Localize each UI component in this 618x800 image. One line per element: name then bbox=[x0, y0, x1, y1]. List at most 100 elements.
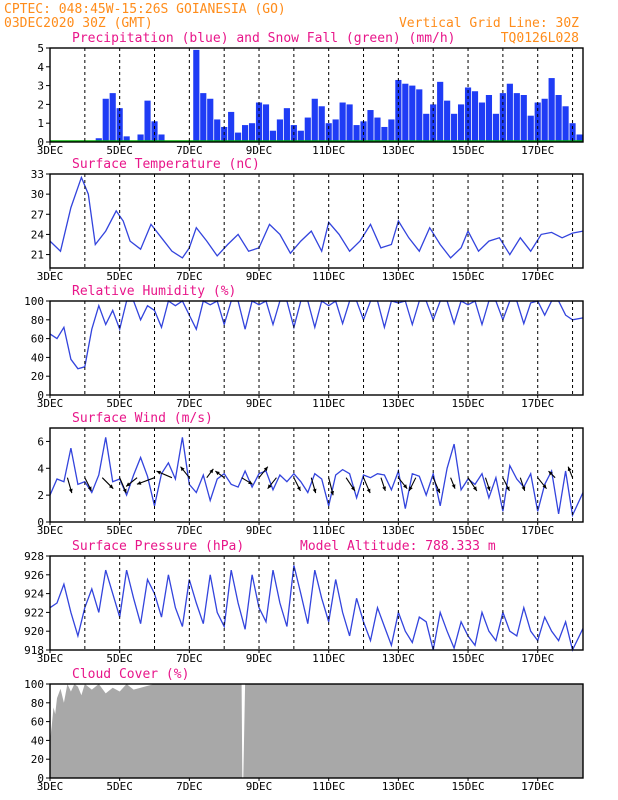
x-tick-label: 5DEC bbox=[106, 524, 133, 537]
precip-bar bbox=[214, 119, 221, 142]
panel-title-pres: Surface Pressure (hPa) bbox=[72, 539, 244, 554]
x-tick-label: 13DEC bbox=[382, 652, 415, 665]
x-tick-label: 17DEC bbox=[521, 524, 554, 537]
y-tick-label: 0 bbox=[37, 772, 44, 785]
precip-bar bbox=[332, 119, 339, 142]
x-tick-label: 11DEC bbox=[312, 652, 345, 665]
precip-bar bbox=[576, 134, 583, 142]
x-tick-label: 3DEC bbox=[37, 652, 64, 665]
precip-bar bbox=[381, 126, 388, 142]
panel-frame bbox=[49, 173, 584, 269]
x-tick-label: 15DEC bbox=[451, 397, 484, 410]
y-tick-label: 21 bbox=[31, 249, 44, 262]
y-tick-label: 20 bbox=[31, 753, 44, 766]
precip-bar bbox=[513, 93, 520, 142]
x-tick-label: 13DEC bbox=[382, 270, 415, 283]
wind-arrowhead bbox=[136, 481, 142, 485]
y-tick-label: 926 bbox=[24, 569, 44, 582]
y-tick-label: 0 bbox=[37, 136, 44, 149]
y-tick-label: 5 bbox=[37, 42, 44, 55]
wind-arrowhead bbox=[312, 488, 317, 494]
x-tick-label: 15DEC bbox=[451, 270, 484, 283]
precip-bar bbox=[416, 89, 423, 142]
precip-bar bbox=[527, 115, 534, 142]
wind-arrowhead bbox=[382, 486, 386, 491]
precip-bar bbox=[109, 93, 116, 142]
precip-bar bbox=[457, 104, 465, 142]
panel-frame bbox=[49, 427, 584, 523]
x-tick-label: 11DEC bbox=[312, 144, 345, 157]
location-header: CPTEC: 048:45W-15:26S GOIANESIA (GO) bbox=[4, 2, 286, 17]
y-tick-label: 4 bbox=[37, 61, 44, 74]
series-line-temp bbox=[49, 175, 584, 259]
panel-pres: 918 920 922 924 926 928 3DEC 5DEC 7DEC 9DEC 11DEC 1… bbox=[24, 539, 584, 665]
precip-bar bbox=[269, 130, 277, 142]
precip-bar bbox=[102, 98, 109, 142]
wind-arrowhead bbox=[87, 486, 92, 491]
y-tick-label: 2 bbox=[37, 489, 44, 502]
x-tick-label: 5DEC bbox=[106, 397, 133, 410]
panel-title-wind: Surface Wind (m/s) bbox=[72, 411, 213, 426]
precip-bar bbox=[444, 100, 451, 142]
panel-frame bbox=[49, 555, 584, 651]
wind-arrowhead bbox=[248, 480, 253, 485]
x-tick-label: 11DEC bbox=[312, 780, 345, 793]
wind-arrowhead bbox=[215, 471, 220, 476]
precip-bar bbox=[409, 85, 416, 142]
precip-bar bbox=[235, 132, 242, 142]
precip-bar bbox=[95, 138, 102, 142]
y-tick-label: 4 bbox=[37, 462, 44, 475]
y-tick-label: 40 bbox=[31, 351, 44, 364]
x-tick-label: 5DEC bbox=[106, 270, 133, 283]
wind-arrowhead bbox=[567, 466, 572, 472]
x-tick-label: 15DEC bbox=[451, 524, 484, 537]
panels: 0 1 2 3 4 5 3DEC 5DEC 7DEC 9DEC 11DEC 13DEC 15DEC 17D… bbox=[24, 31, 584, 793]
y-tick-label: 80 bbox=[31, 697, 44, 710]
y-tick-label: 928 bbox=[24, 550, 44, 563]
x-tick-label: 15DEC bbox=[451, 780, 484, 793]
x-tick-label: 17DEC bbox=[521, 144, 554, 157]
precip-bar bbox=[367, 110, 374, 142]
y-tick-label: 100 bbox=[24, 678, 44, 691]
product-code: TQ0126L028 bbox=[501, 31, 579, 46]
wind-arrowhead bbox=[366, 488, 371, 494]
wind-arrowhead bbox=[68, 488, 73, 494]
wind-arrowhead bbox=[156, 470, 162, 475]
precip-bar bbox=[353, 125, 360, 142]
precip-bar bbox=[297, 130, 304, 142]
precip-bar bbox=[374, 117, 381, 142]
precip-bar bbox=[346, 104, 353, 142]
precip-bar bbox=[151, 121, 158, 142]
panel-title-temp: Surface Temperature (nC) bbox=[72, 157, 260, 172]
panel-precip: 0 1 2 3 4 5 3DEC 5DEC 7DEC 9DEC 11DEC 13DEC 15DEC 17D… bbox=[37, 31, 584, 157]
x-tick-label: 5DEC bbox=[106, 780, 133, 793]
panel-title-rh: Relative Humidity (%) bbox=[72, 284, 236, 299]
wind-arrowhead bbox=[180, 466, 185, 472]
precip-bar bbox=[123, 136, 130, 142]
wind-arrowhead bbox=[122, 488, 127, 494]
y-tick-label: 918 bbox=[24, 644, 44, 657]
x-tick-label: 17DEC bbox=[521, 397, 554, 410]
precip-bar bbox=[248, 123, 256, 142]
x-tick-label: 11DEC bbox=[312, 524, 345, 537]
y-tick-label: 30 bbox=[31, 188, 44, 201]
panel-wind: 0 2 4 6 3DEC 5DEC 7DEC 9DEC 11DEC 13DEC 15DEC 17DEC… bbox=[37, 411, 584, 537]
panel-temp: 21 24 27 30 33 3DEC 5DEC 7DEC 9DEC 11DEC 13DEC 15DE… bbox=[31, 157, 584, 283]
wind-arrowhead bbox=[505, 486, 510, 491]
precip-bar bbox=[388, 119, 395, 142]
wind-arrowhead bbox=[409, 486, 413, 491]
x-tick-label: 17DEC bbox=[521, 270, 554, 283]
precip-bar bbox=[478, 102, 486, 142]
precip-bar bbox=[262, 104, 270, 142]
x-tick-label: 7DEC bbox=[176, 144, 203, 157]
y-tick-label: 924 bbox=[24, 588, 44, 601]
precip-bar bbox=[311, 98, 318, 142]
x-tick-label: 17DEC bbox=[521, 652, 554, 665]
y-tick-label: 6 bbox=[37, 435, 44, 448]
wind-arrowhead bbox=[126, 482, 131, 487]
y-tick-label: 0 bbox=[37, 389, 44, 402]
series-line-pres bbox=[49, 565, 584, 652]
precip-bar bbox=[228, 111, 235, 142]
wind-arrowhead bbox=[436, 488, 441, 494]
